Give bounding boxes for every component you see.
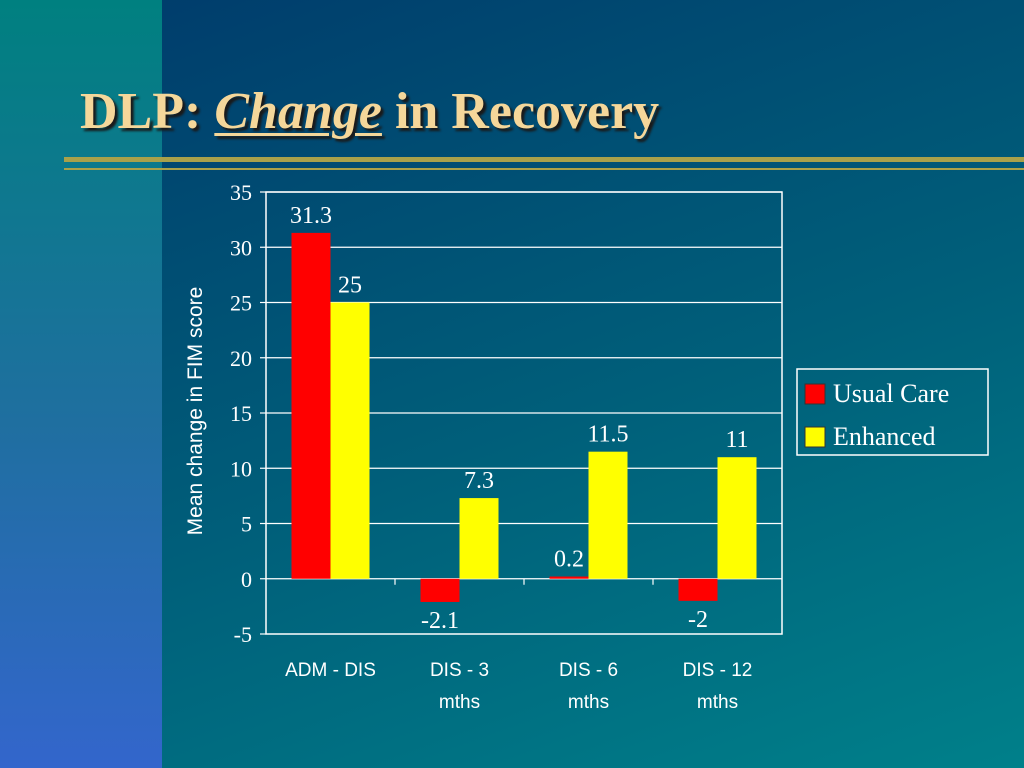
legend-label-enhanced: Enhanced [833,422,936,451]
data-label: 11 [725,427,748,453]
y-tick-label: 20 [230,346,252,371]
y-tick-label: 5 [241,512,252,537]
y-tick-label: 30 [230,235,252,260]
y-tick-label: 0 [241,567,252,592]
y-tick-label: 10 [230,456,252,481]
bar-enhanced [330,302,370,579]
bar-enhanced [717,457,757,579]
y-tick-label: 35 [230,180,252,205]
title-suffix: in Recovery [381,83,660,140]
y-tick-label: 15 [230,401,252,426]
x-category-label: DIS - 12 [683,660,753,681]
x-category-label: mths [439,692,480,713]
data-label: 0.2 [554,547,584,573]
x-category-label: mths [568,692,609,713]
bar-usual-care [420,578,460,602]
data-label: 11.5 [587,422,628,448]
x-category-label: mths [697,692,738,713]
bar-enhanced [588,451,628,579]
data-label: 31.3 [290,203,332,229]
legend-swatch-enhanced [804,426,826,448]
x-category-label: ADM - DIS [285,660,376,681]
data-label: -2.1 [421,608,459,634]
data-label: 25 [338,273,362,299]
title-emphasis: Change [214,83,382,140]
legend-swatch-usual-care [804,383,826,405]
side-color-strip [0,0,162,768]
bar-usual-care [678,578,718,601]
y-axis-label: Mean change in FIM score [184,287,207,536]
legend-label-usual-care: Usual Care [833,379,949,408]
data-label: 7.3 [464,468,494,494]
bar-usual-care [291,232,331,579]
bar-enhanced [459,498,499,579]
y-tick-label: -5 [234,622,252,647]
data-label: -2 [688,607,708,633]
x-category-label: DIS - 6 [559,660,618,681]
slide-title: DLP: Change in Recovery [80,82,659,141]
title-prefix: DLP: [80,83,215,140]
bar-usual-care [549,576,589,579]
y-tick-label: 25 [230,291,252,316]
x-category-label: DIS - 3 [430,660,489,681]
title-rule-thick [64,157,1024,162]
title-rule-thin [64,168,1024,170]
legend-box [796,368,989,456]
